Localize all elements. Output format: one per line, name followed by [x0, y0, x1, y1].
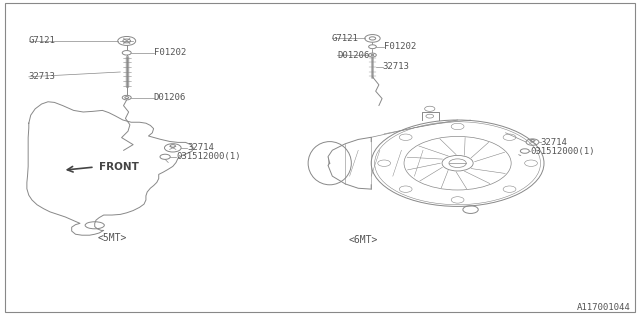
- Circle shape: [122, 51, 131, 55]
- Text: 031512000(1): 031512000(1): [530, 147, 595, 156]
- Text: 32714: 32714: [187, 143, 214, 152]
- Text: <5MT>: <5MT>: [97, 233, 127, 244]
- Text: F01202: F01202: [384, 42, 416, 51]
- Circle shape: [122, 95, 131, 100]
- Text: 32714: 32714: [541, 138, 568, 147]
- Text: A117001044: A117001044: [577, 303, 630, 312]
- Text: D01206: D01206: [337, 51, 369, 60]
- Text: F01202: F01202: [154, 48, 186, 57]
- Text: 031512000(1): 031512000(1): [176, 152, 241, 161]
- Circle shape: [369, 45, 376, 49]
- Text: FRONT: FRONT: [99, 162, 139, 172]
- Polygon shape: [27, 102, 193, 235]
- Text: <6MT>: <6MT>: [349, 235, 378, 245]
- Text: 32713: 32713: [29, 72, 56, 81]
- Text: G7121: G7121: [332, 34, 358, 43]
- Circle shape: [369, 53, 376, 57]
- Text: G7121: G7121: [29, 36, 56, 45]
- Text: D01206: D01206: [154, 93, 186, 102]
- Text: 32713: 32713: [383, 62, 410, 71]
